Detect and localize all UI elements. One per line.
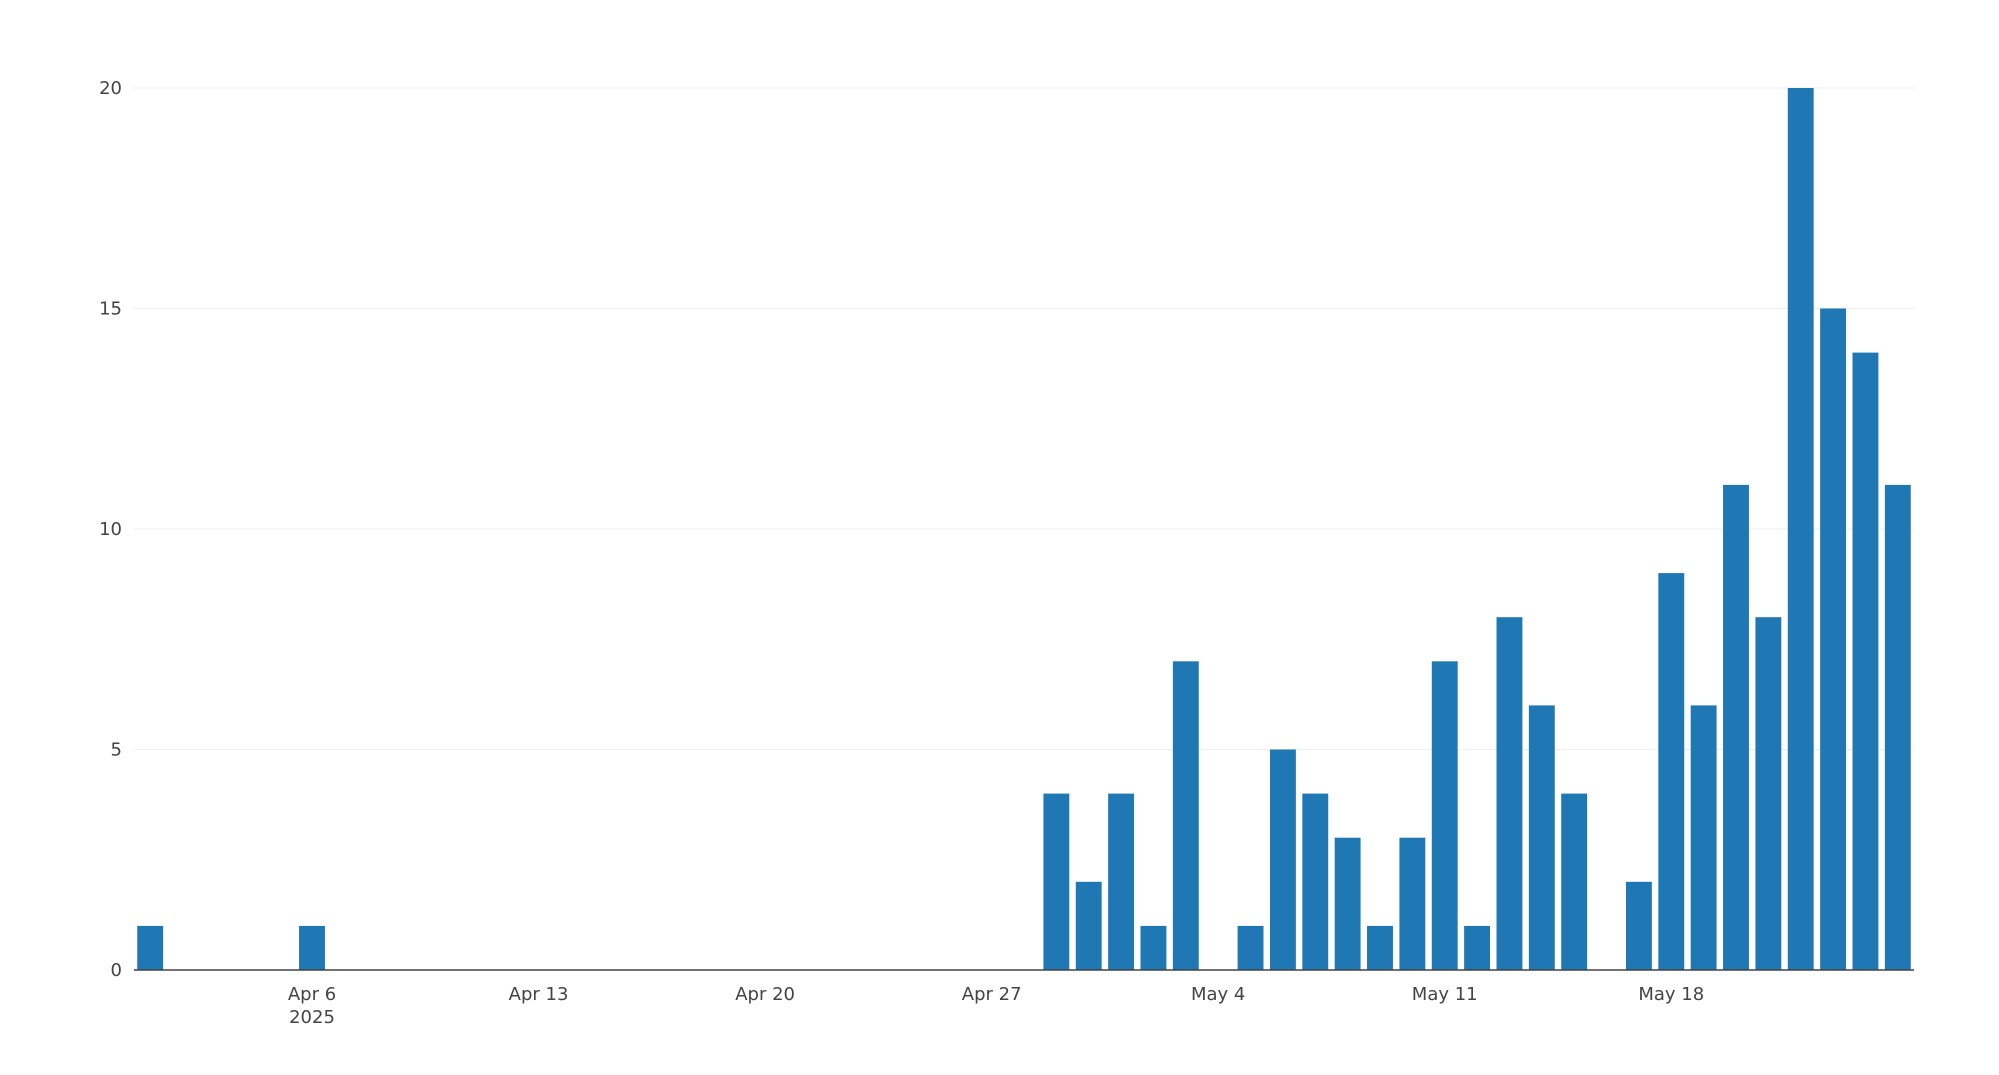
bar <box>1431 661 1458 970</box>
bar <box>1852 352 1879 971</box>
x-tick-label: May 11 <box>1412 984 1478 1005</box>
bar <box>1755 617 1782 970</box>
bar <box>1528 705 1555 970</box>
bar <box>1884 484 1911 970</box>
bar <box>1140 925 1167 970</box>
bar <box>1334 837 1361 970</box>
y-tick-label: 0 <box>111 960 122 981</box>
x-tick-label: Apr 6 <box>288 984 336 1005</box>
bar <box>1561 793 1588 970</box>
bar <box>1075 881 1102 970</box>
bar <box>1820 308 1847 970</box>
x-tick-label: Apr 20 <box>735 984 795 1005</box>
x-tick-sublabel: 2025 <box>289 1007 335 1028</box>
bar <box>1043 793 1070 970</box>
y-tick-label: 10 <box>99 519 122 540</box>
x-tick-label: May 18 <box>1638 984 1704 1005</box>
y-tick-label: 15 <box>99 299 122 320</box>
bar <box>1108 793 1135 970</box>
bar <box>1658 573 1685 970</box>
grid-lines <box>134 87 1914 750</box>
x-tick-label: Apr 27 <box>962 984 1022 1005</box>
bar <box>1367 925 1393 970</box>
bar <box>1690 705 1717 970</box>
bar <box>137 925 164 970</box>
bar <box>1625 881 1652 970</box>
bar <box>299 925 325 970</box>
bar <box>1787 88 1814 970</box>
bar <box>1269 749 1296 970</box>
x-tick-label: May 4 <box>1191 984 1245 1005</box>
bar <box>1237 925 1264 970</box>
bars <box>137 88 1911 971</box>
bar <box>1172 661 1199 970</box>
bar <box>1302 793 1329 970</box>
y-tick-label: 20 <box>99 78 122 99</box>
bar <box>1464 925 1491 970</box>
bar <box>1399 837 1426 970</box>
bar <box>1496 617 1523 970</box>
bar <box>1723 484 1749 970</box>
x-tick-label: Apr 13 <box>509 984 569 1005</box>
y-tick-label: 5 <box>111 740 122 761</box>
